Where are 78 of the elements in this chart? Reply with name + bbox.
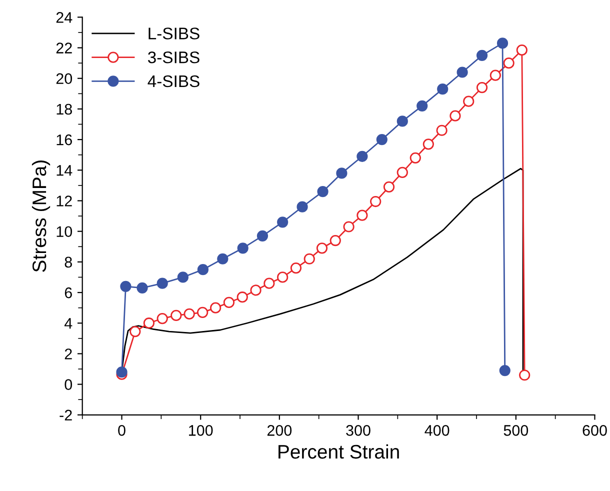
x-tick-label: 100 bbox=[189, 425, 213, 436]
y-tick-label: 20 bbox=[56, 73, 72, 84]
point bbox=[343, 221, 354, 232]
point bbox=[184, 308, 195, 320]
point bbox=[437, 84, 448, 95]
y-tick-label: 16 bbox=[56, 134, 72, 146]
point bbox=[156, 312, 168, 324]
y-tick-label: -2 bbox=[60, 410, 72, 420]
y-tick-label: 24 bbox=[56, 12, 72, 23]
y-tick-label: 0 bbox=[64, 379, 72, 390]
point bbox=[490, 70, 501, 81]
point bbox=[130, 326, 141, 338]
point bbox=[410, 152, 421, 164]
point bbox=[197, 264, 209, 276]
point bbox=[336, 168, 348, 179]
point bbox=[197, 306, 208, 318]
point bbox=[456, 66, 468, 78]
point bbox=[256, 230, 268, 242]
point bbox=[296, 201, 308, 212]
point bbox=[277, 272, 288, 283]
y-tick-label: 2 bbox=[64, 348, 72, 360]
x-tick-label: 500 bbox=[504, 425, 528, 436]
point bbox=[143, 318, 155, 329]
point bbox=[376, 134, 388, 146]
point bbox=[436, 124, 448, 136]
y-tick-label: 12 bbox=[56, 196, 72, 206]
point bbox=[316, 242, 328, 254]
x-tick-label: 400 bbox=[424, 425, 450, 436]
y-tick-label: 6 bbox=[64, 287, 72, 298]
point bbox=[356, 210, 368, 221]
point bbox=[156, 278, 168, 289]
point bbox=[120, 280, 132, 292]
point bbox=[277, 216, 288, 228]
y-tick-label: 10 bbox=[56, 226, 72, 238]
y-tick-label: 4 bbox=[64, 318, 72, 329]
x-tick-label: 600 bbox=[582, 425, 607, 436]
point bbox=[503, 58, 514, 69]
y-tick-label: 18 bbox=[56, 104, 72, 115]
point bbox=[476, 82, 488, 94]
point bbox=[450, 110, 461, 122]
x-axis-title: Percent Strain bbox=[278, 444, 399, 459]
point bbox=[236, 292, 248, 303]
point bbox=[370, 196, 382, 208]
point bbox=[217, 253, 228, 264]
point bbox=[396, 116, 408, 127]
point bbox=[463, 96, 474, 107]
point bbox=[383, 181, 395, 193]
point bbox=[396, 166, 408, 178]
y-axis-title: Stress (MPa) bbox=[32, 160, 50, 272]
point bbox=[356, 150, 368, 162]
point bbox=[499, 364, 510, 376]
x-tick-label: 300 bbox=[346, 425, 370, 436]
point bbox=[237, 242, 248, 254]
point bbox=[177, 272, 188, 283]
point bbox=[476, 50, 488, 61]
point bbox=[519, 370, 530, 381]
point bbox=[264, 278, 275, 289]
point bbox=[422, 138, 434, 150]
point bbox=[250, 284, 262, 296]
y-tick-label: 14 bbox=[56, 165, 72, 176]
point bbox=[416, 100, 428, 112]
legend-label: 3-SIBS bbox=[148, 51, 200, 64]
point bbox=[516, 44, 528, 56]
x-tick-label: 200 bbox=[267, 425, 292, 436]
point bbox=[210, 302, 222, 314]
legend-label: 4-SIBS bbox=[148, 75, 200, 88]
point bbox=[223, 296, 235, 308]
point bbox=[330, 234, 341, 246]
point bbox=[170, 310, 182, 322]
point bbox=[496, 38, 508, 49]
y-tick-label: 8 bbox=[64, 256, 72, 268]
legend-label: L-SIBS bbox=[148, 28, 200, 40]
point bbox=[317, 186, 328, 198]
point bbox=[290, 262, 302, 274]
x-tick-label: 0 bbox=[118, 425, 126, 436]
point bbox=[304, 253, 315, 264]
point bbox=[136, 282, 148, 294]
y-tick-label: 22 bbox=[56, 42, 72, 54]
